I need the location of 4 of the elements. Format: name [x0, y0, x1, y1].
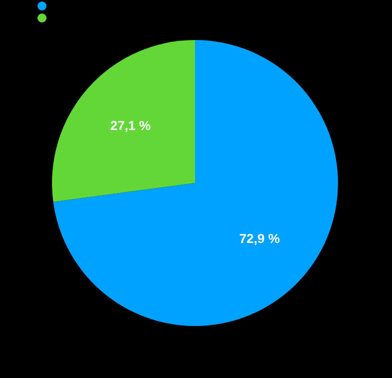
data-label: 72,9 % — [239, 230, 280, 246]
data-label: 27,1 % — [110, 118, 152, 133]
pie-slice — [53, 40, 338, 326]
pie-slice — [52, 40, 195, 202]
